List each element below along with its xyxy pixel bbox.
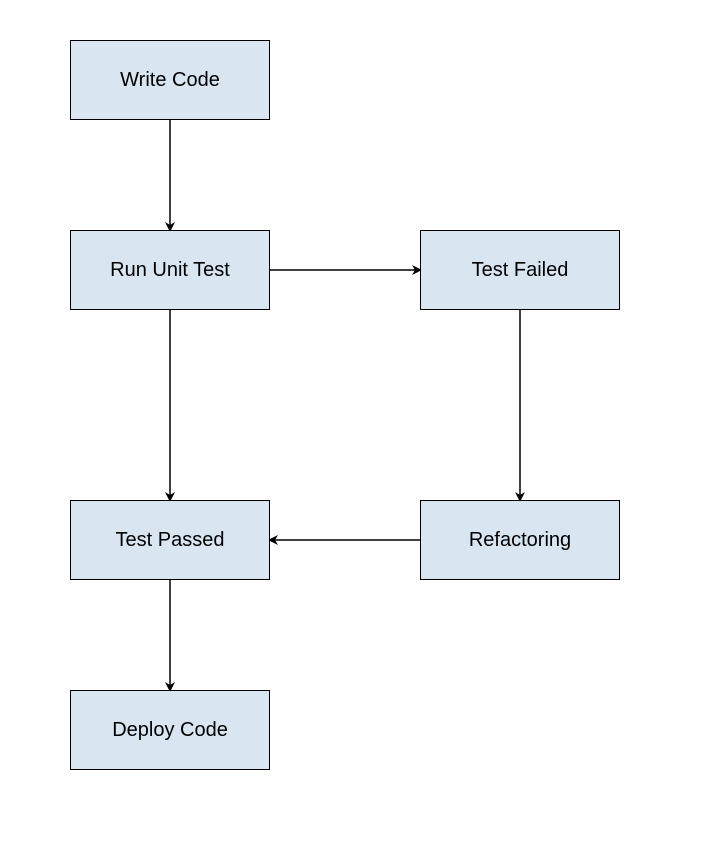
flowchart-node-run-test: Run Unit Test	[70, 230, 270, 310]
flowchart-node-write-code: Write Code	[70, 40, 270, 120]
flowchart-node-label: Test Failed	[472, 259, 569, 282]
flowchart-node-refactoring: Refactoring	[420, 500, 620, 580]
flowchart-node-test-passed: Test Passed	[70, 500, 270, 580]
flowchart-node-label: Test Passed	[116, 529, 225, 552]
flowchart-node-label: Run Unit Test	[110, 259, 230, 282]
flowchart-node-test-failed: Test Failed	[420, 230, 620, 310]
flowchart-node-label: Deploy Code	[112, 719, 228, 742]
flowchart-node-deploy-code: Deploy Code	[70, 690, 270, 770]
flowchart-canvas: Write Code Run Unit Test Test Failed Test P…	[0, 0, 708, 852]
flowchart-node-label: Write Code	[120, 69, 220, 92]
flowchart-node-label: Refactoring	[469, 529, 571, 552]
